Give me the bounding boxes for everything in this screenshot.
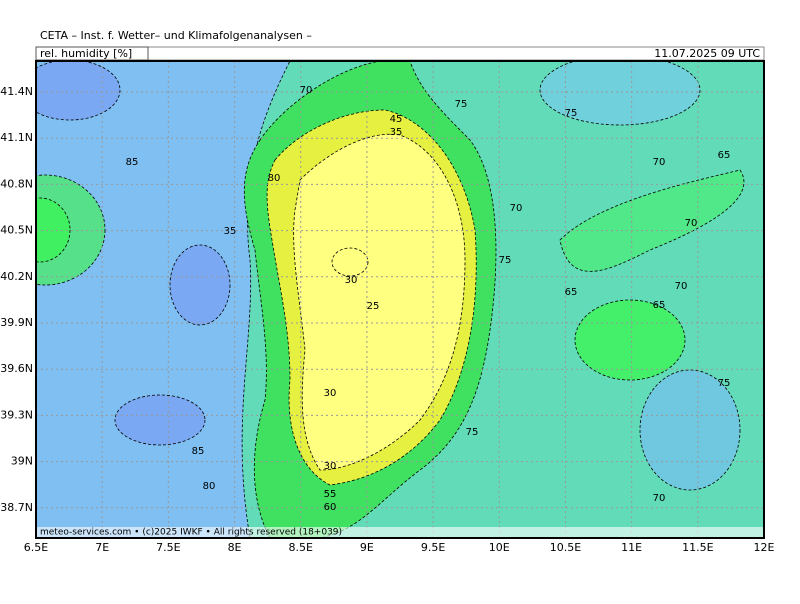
y-tick-label: 40.8N bbox=[0, 177, 33, 190]
x-tick-label: 11.5E bbox=[682, 541, 713, 554]
x-tick-label: 6.5E bbox=[24, 541, 48, 554]
contour-label: 75 bbox=[466, 427, 479, 438]
frame bbox=[35, 60, 765, 539]
y-tick-label: 41.1N bbox=[0, 131, 33, 144]
contour-label: 80 bbox=[203, 481, 216, 492]
contour-label: 55 bbox=[324, 489, 337, 500]
contour-label: 45 bbox=[390, 114, 403, 125]
contour-label: 85 bbox=[192, 446, 205, 457]
contour-label: 30 bbox=[324, 388, 337, 399]
y-tick-label: 39.6N bbox=[0, 362, 33, 375]
y-tick-label: 41.4N bbox=[0, 85, 33, 98]
footer-bg bbox=[37, 527, 763, 537]
contour-label: 70 bbox=[653, 157, 666, 168]
contour-label: 30 bbox=[345, 275, 358, 286]
x-tick-label: 11E bbox=[621, 541, 642, 554]
contour-label: 25 bbox=[367, 301, 380, 312]
contour-label: 65 bbox=[653, 300, 666, 311]
x-tick-label: 7E bbox=[95, 541, 109, 554]
x-tick-label: 10E bbox=[489, 541, 510, 554]
x-tick-label: 7.5E bbox=[156, 541, 180, 554]
y-tick-label: 39N bbox=[11, 455, 33, 468]
contour-label: 65 bbox=[565, 287, 578, 298]
contour-label: 75 bbox=[718, 378, 731, 389]
x-tick-label: 12E bbox=[754, 541, 775, 554]
contour-label: 65 bbox=[718, 150, 731, 161]
zone bbox=[331, 247, 369, 277]
contour-label: 75 bbox=[565, 108, 578, 119]
x-tick-label: 8.5E bbox=[289, 541, 313, 554]
y-tick-label: 40.2N bbox=[0, 270, 33, 283]
contour-label: 35 bbox=[390, 127, 403, 138]
contour-label: 75 bbox=[455, 99, 468, 110]
x-tick-label: 9E bbox=[360, 541, 374, 554]
contour-label: 35 bbox=[224, 226, 237, 237]
grid bbox=[36, 61, 764, 538]
contour-label: 30 bbox=[324, 461, 337, 472]
footer: meteo-services.com • (c)2025 IWKF • All … bbox=[40, 528, 342, 538]
contour-label: 70 bbox=[510, 203, 523, 214]
contour-label: 75 bbox=[499, 255, 512, 266]
zone bbox=[539, 61, 701, 126]
x-tick-label: 8E bbox=[228, 541, 242, 554]
zone bbox=[36, 61, 121, 121]
y-tick-label: 40.5N bbox=[0, 224, 33, 237]
contour-label: 60 bbox=[324, 502, 337, 513]
valid-time: 11.07.2025 09 UTC bbox=[654, 47, 760, 60]
field bbox=[36, 61, 764, 538]
contour-label: 70 bbox=[300, 85, 313, 96]
zone bbox=[574, 299, 686, 381]
contour-label: 85 bbox=[126, 157, 139, 168]
title: CETA – Inst. f. Wetter– und Klimafolgena… bbox=[40, 29, 312, 42]
contour-label: 80 bbox=[268, 173, 281, 184]
contour-label: 70 bbox=[653, 493, 666, 504]
y-tick-label: 38.7N bbox=[0, 501, 33, 514]
humid-zone bbox=[36, 61, 291, 538]
zone bbox=[169, 244, 231, 326]
x-tick-label: 10.5E bbox=[550, 541, 581, 554]
zone bbox=[639, 369, 741, 491]
contour-label: 70 bbox=[685, 218, 698, 229]
y-tick-label: 39.3N bbox=[0, 408, 33, 421]
y-tick-label: 39.9N bbox=[0, 316, 33, 329]
parameter: rel. humidity [%] bbox=[40, 47, 132, 60]
zone bbox=[293, 133, 466, 471]
zone bbox=[114, 394, 206, 446]
x-tick-label: 9.5E bbox=[421, 541, 445, 554]
contour-label: 70 bbox=[675, 281, 688, 292]
zone bbox=[559, 169, 745, 272]
zone bbox=[36, 197, 71, 263]
